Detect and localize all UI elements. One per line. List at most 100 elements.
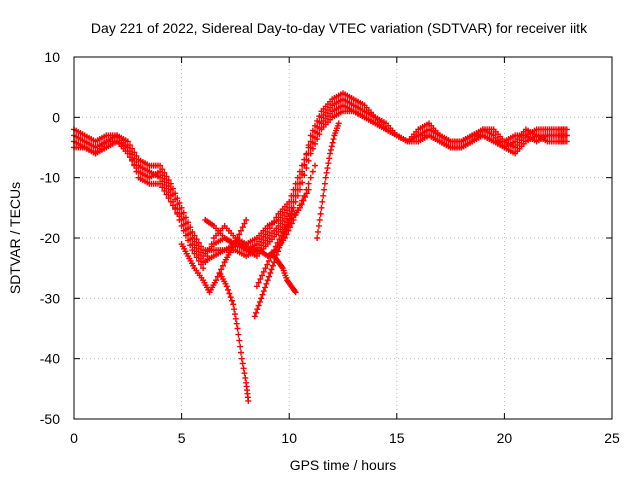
data-point bbox=[161, 169, 168, 176]
data-point bbox=[238, 355, 245, 362]
data-point bbox=[322, 174, 329, 181]
data-point bbox=[315, 228, 322, 235]
data-point bbox=[233, 320, 240, 327]
data-point bbox=[321, 180, 328, 187]
x-tick-label: 15 bbox=[389, 430, 405, 446]
data-point bbox=[260, 268, 267, 275]
y-axis-label: SDTVAR / TECUs bbox=[7, 182, 23, 294]
data-point bbox=[163, 173, 170, 180]
data-point bbox=[157, 180, 164, 187]
data-point bbox=[263, 280, 270, 287]
data-point bbox=[178, 204, 185, 211]
data-point bbox=[169, 202, 176, 209]
data-point bbox=[305, 157, 312, 164]
data-point bbox=[296, 186, 303, 193]
data-point bbox=[563, 138, 570, 145]
data-point bbox=[157, 162, 164, 169]
data-point bbox=[195, 251, 202, 258]
grid-lines bbox=[74, 57, 612, 419]
data-point bbox=[258, 295, 265, 302]
data-point bbox=[264, 261, 271, 268]
data-point bbox=[330, 136, 337, 143]
data-point bbox=[276, 244, 283, 251]
data-point bbox=[298, 201, 305, 208]
data-point bbox=[309, 127, 316, 134]
data-point bbox=[129, 145, 136, 152]
data-point bbox=[278, 263, 285, 270]
data-point bbox=[335, 120, 342, 127]
series-branch-low bbox=[178, 216, 250, 296]
data-point bbox=[267, 269, 274, 276]
data-point bbox=[296, 204, 303, 211]
data-point bbox=[237, 343, 244, 350]
data-point bbox=[185, 219, 192, 226]
data-point bbox=[272, 243, 279, 250]
data-point bbox=[242, 374, 249, 381]
x-tick-label: 10 bbox=[281, 430, 297, 446]
data-point bbox=[213, 277, 220, 284]
data-point bbox=[317, 210, 324, 217]
data-point bbox=[241, 370, 248, 377]
data-point bbox=[182, 226, 189, 233]
data-point bbox=[253, 309, 260, 316]
data-point bbox=[234, 235, 241, 241]
data-point bbox=[271, 218, 278, 225]
data-point bbox=[268, 221, 275, 228]
data-point bbox=[255, 279, 262, 286]
data-point bbox=[275, 248, 282, 255]
data-point bbox=[289, 208, 296, 215]
data-point bbox=[314, 136, 321, 143]
data-point bbox=[253, 283, 260, 290]
data-point bbox=[236, 231, 243, 238]
data-point bbox=[126, 150, 133, 157]
data-point bbox=[189, 228, 196, 235]
data-point bbox=[309, 145, 316, 152]
data-point bbox=[327, 150, 334, 157]
data-point bbox=[200, 265, 207, 272]
data-point bbox=[131, 162, 138, 169]
data-point bbox=[294, 174, 301, 181]
data-point bbox=[230, 301, 237, 308]
data-point bbox=[193, 248, 200, 255]
data-point bbox=[278, 232, 285, 239]
data-point bbox=[315, 222, 322, 229]
data-point bbox=[262, 284, 269, 291]
data-point bbox=[165, 195, 172, 202]
data-point bbox=[195, 239, 202, 246]
data-point bbox=[314, 235, 321, 241]
data-point bbox=[174, 209, 181, 216]
data-point bbox=[292, 198, 299, 205]
data-point bbox=[307, 174, 314, 181]
data-point bbox=[312, 122, 319, 129]
data-point bbox=[274, 239, 281, 246]
data-point bbox=[245, 397, 252, 404]
data-point bbox=[159, 184, 166, 191]
y-tick-label: 0 bbox=[52, 109, 60, 125]
series-track-1 bbox=[71, 102, 570, 272]
data-point bbox=[271, 247, 278, 254]
data-point bbox=[265, 273, 272, 280]
data-point bbox=[305, 186, 312, 193]
data-point bbox=[225, 286, 232, 293]
data-point bbox=[318, 204, 325, 211]
series-rise-2 bbox=[253, 186, 312, 290]
series-drop-1 bbox=[271, 253, 299, 296]
data-point bbox=[180, 209, 187, 216]
data-point bbox=[239, 360, 246, 367]
data-point bbox=[276, 236, 283, 243]
x-tick-label: 5 bbox=[178, 430, 186, 446]
data-point bbox=[172, 190, 179, 197]
data-point bbox=[235, 331, 242, 338]
y-tick-label: -50 bbox=[40, 411, 60, 427]
data-point bbox=[197, 255, 204, 262]
data-point bbox=[172, 206, 179, 213]
data-point bbox=[321, 186, 328, 193]
y-tick-label: 10 bbox=[44, 49, 60, 65]
data-point bbox=[305, 180, 312, 187]
series-dive-1 bbox=[217, 271, 252, 404]
data-point bbox=[302, 193, 309, 200]
data-points bbox=[71, 90, 570, 404]
data-point bbox=[191, 244, 198, 251]
data-point bbox=[161, 187, 168, 194]
